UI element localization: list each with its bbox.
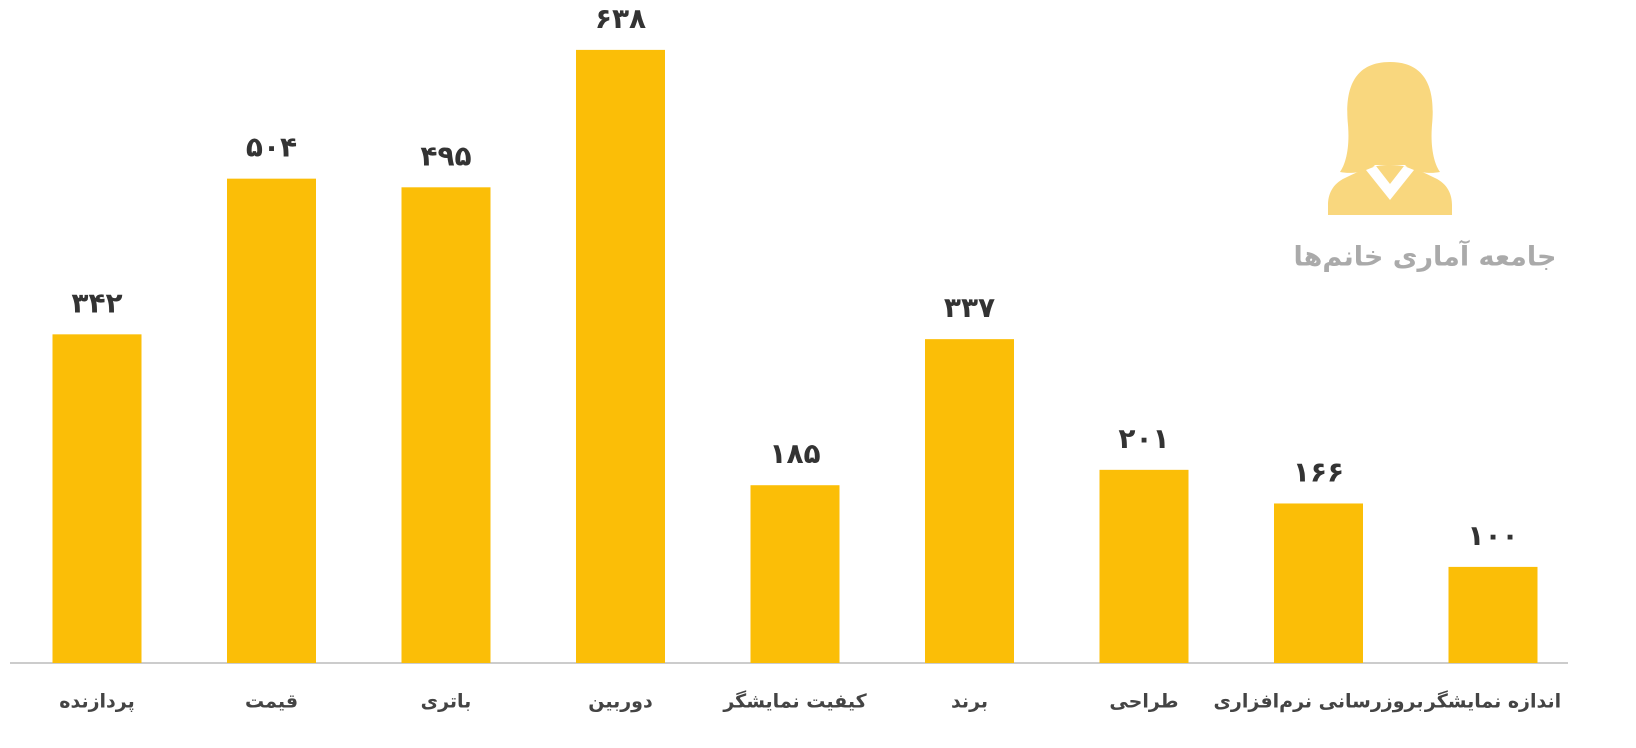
x-tick-label: اندازه نمایشگر <box>1424 690 1561 713</box>
chart-title: جامعه آماری خانم‌ها <box>1294 240 1557 273</box>
value-label: ۱۸۵ <box>769 437 820 470</box>
x-tick-label: قیمت <box>245 691 298 713</box>
bar <box>1448 566 1538 663</box>
value-label: ۱۶۶ <box>1293 455 1344 488</box>
x-tick-label: باتری <box>421 691 472 713</box>
x-tick-label: کیفیت نمایشگر <box>722 690 867 713</box>
value-label: ۴۹۵ <box>420 139 471 172</box>
x-tick-label: بروزرسانی نرم‌افزاری <box>1214 691 1424 713</box>
bar <box>1099 469 1189 663</box>
value-label: ۳۴۲ <box>71 286 122 319</box>
value-label: ۳۳۷ <box>944 291 995 324</box>
value-label: ۲۰۱ <box>1118 422 1169 455</box>
x-tick-label: طراحی <box>1109 691 1178 713</box>
bar <box>576 49 665 663</box>
woman-icon <box>1328 62 1452 215</box>
x-tick-label: برند <box>951 691 988 713</box>
bar <box>227 178 316 663</box>
value-label: ۵۰۴ <box>246 131 297 164</box>
bar <box>52 334 142 663</box>
bar <box>1274 503 1363 663</box>
value-label: ۱۰۰ <box>1467 519 1518 552</box>
bar <box>401 187 491 663</box>
value-label: ۶۳۸ <box>595 2 646 35</box>
x-tick-label: دوربین <box>588 691 653 713</box>
bar <box>925 339 1014 663</box>
x-tick-label: پردازنده <box>59 691 134 713</box>
bar <box>750 485 840 663</box>
